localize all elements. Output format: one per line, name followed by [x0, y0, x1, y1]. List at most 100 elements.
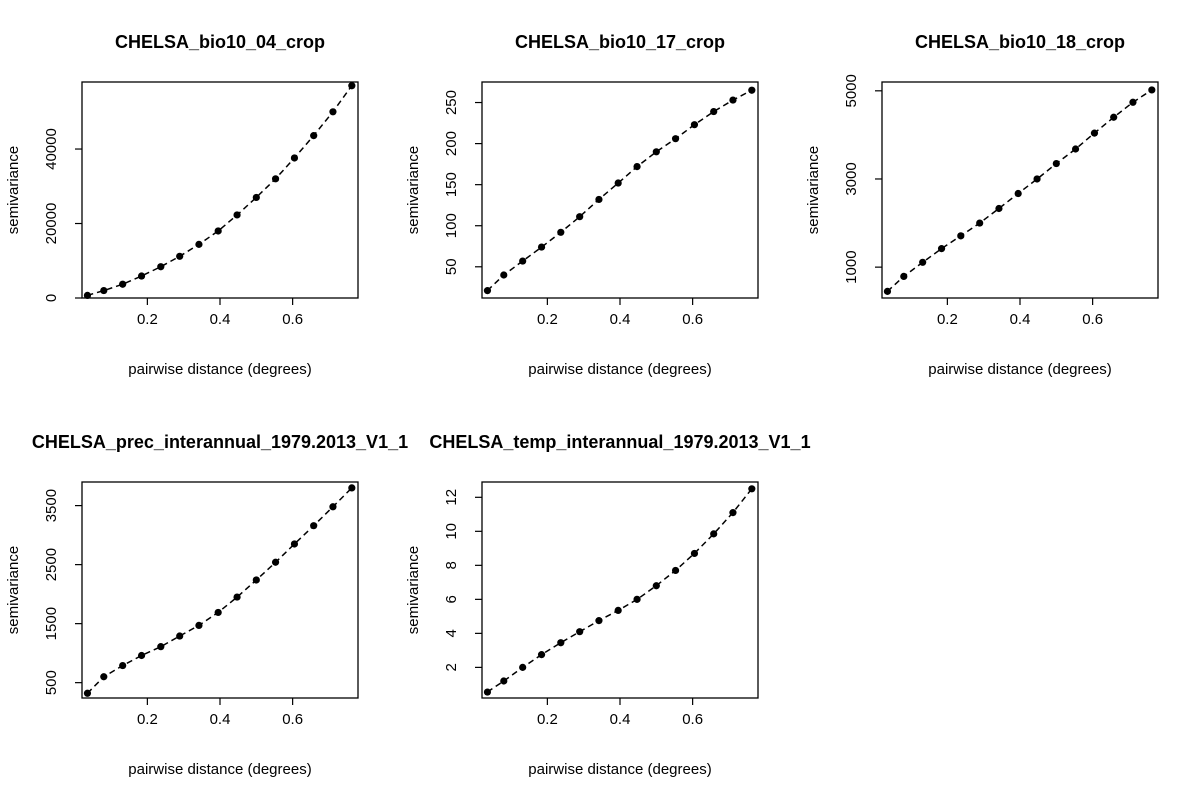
y-tick-label: 3000: [843, 162, 860, 195]
data-point: [671, 566, 680, 575]
data-point: [729, 96, 737, 104]
x-tick-label: 0.2: [137, 311, 158, 328]
data-point: [233, 593, 241, 601]
y-tick-label: 1000: [843, 250, 860, 283]
data-point: [690, 121, 699, 129]
data-point: [519, 257, 527, 265]
data-point: [1033, 175, 1041, 183]
y-tick-label: 1500: [43, 607, 60, 640]
chart-title: CHELSA_bio10_04_crop: [115, 32, 325, 52]
data-point: [671, 135, 680, 143]
data-point: [119, 661, 127, 670]
data-point: [348, 82, 356, 90]
series-line: [87, 85, 353, 297]
data-point: [290, 154, 299, 162]
panel-1: CHELSA_bio10_04_crop 0.2 0.4 0.6 0 20000 40000…: [5, 32, 359, 378]
data-point: [157, 263, 165, 271]
x-axis-label: pairwise distance (degrees): [128, 361, 311, 378]
data-point: [1129, 98, 1137, 106]
data-point: [883, 287, 892, 295]
data-point: [290, 540, 299, 548]
y-axis-label: semivariance: [405, 546, 422, 634]
y-tick-label: 50: [443, 258, 460, 275]
x-axis-label: pairwise distance (degrees): [528, 761, 711, 778]
data-point: [652, 582, 660, 590]
series-line: [86, 487, 353, 694]
y-axis-label: semivariance: [805, 146, 822, 234]
data-point: [519, 663, 527, 671]
data-point: [710, 107, 718, 116]
data-point: [195, 621, 203, 630]
y-axis-label: semivariance: [5, 146, 22, 234]
y-tick-label: 5000: [843, 74, 860, 107]
data-point: [252, 576, 260, 584]
data-point: [271, 558, 280, 566]
x-tick-label: 0.4: [210, 711, 231, 728]
y-tick-label: 40000: [43, 128, 60, 170]
data-point: [176, 252, 184, 260]
data-point: [348, 484, 356, 492]
data-point: [748, 86, 756, 94]
data-point: [710, 530, 718, 538]
y-tick-label: 12: [443, 489, 460, 506]
x-axis-label: pairwise distance (degrees): [928, 361, 1111, 378]
data-point: [1014, 189, 1022, 198]
x-tick-label: 0.6: [1082, 311, 1103, 328]
x-tick-label: 0.6: [282, 311, 303, 328]
data-point: [900, 272, 908, 280]
series-line: [486, 488, 753, 693]
data-point: [614, 606, 622, 615]
panel-2: CHELSA_bio10_17_crop 0.2 0.4 0.6 50 100 150 200…: [405, 32, 759, 378]
data-point: [100, 673, 108, 681]
x-axis-label: pairwise distance (degrees): [128, 761, 311, 778]
data-point: [310, 522, 318, 530]
data-point: [957, 232, 965, 240]
x-axis-label: pairwise distance (degrees): [528, 361, 711, 378]
data-point: [329, 503, 337, 511]
y-tick-label: 150: [443, 172, 460, 197]
data-point: [100, 286, 108, 295]
y-tick-label: 2: [443, 663, 460, 671]
data-point: [137, 651, 146, 660]
data-point: [1052, 159, 1060, 168]
data-point: [595, 195, 603, 204]
data-point: [483, 287, 492, 295]
panel-5: CHELSA_temp_interannual_1979.2013_V1_1 0.…: [405, 432, 811, 778]
data-point: [83, 689, 92, 697]
x-tick-label: 0.4: [610, 311, 631, 328]
data-point: [633, 595, 641, 603]
data-point: [919, 258, 927, 266]
panel-3: CHELSA_bio10_18_crop 0.2 0.4 0.6 1000 3000 500…: [805, 32, 1159, 378]
chart-title: CHELSA_prec_interannual_1979.2013_V1_1: [32, 432, 408, 452]
data-point: [1090, 129, 1099, 137]
y-tick-label: 100: [443, 213, 460, 238]
y-tick-label: 500: [43, 670, 60, 695]
data-point: [690, 549, 699, 558]
data-point: [252, 193, 260, 202]
data-point: [271, 175, 280, 183]
x-tick-label: 0.6: [282, 711, 303, 728]
y-tick-label: 8: [443, 561, 460, 569]
plot-frame: [481, 81, 759, 299]
data-point: [976, 219, 984, 227]
x-tick-label: 0.2: [537, 311, 558, 328]
plot-frame: [81, 81, 359, 299]
y-tick-label: 4: [443, 629, 460, 637]
data-point: [537, 243, 546, 251]
x-tick-label: 0.2: [937, 311, 958, 328]
data-point: [729, 509, 737, 517]
y-tick-label: 250: [443, 90, 460, 115]
panel-4: CHELSA_prec_interannual_1979.2013_V1_1 0.…: [5, 432, 408, 778]
data-point: [633, 162, 641, 171]
data-point: [157, 643, 165, 651]
data-point: [557, 228, 565, 236]
series-line: [486, 89, 753, 292]
data-point: [137, 272, 146, 280]
data-point: [652, 148, 660, 156]
y-axis-label: semivariance: [405, 146, 422, 234]
data-point: [1071, 145, 1080, 153]
data-point: [214, 608, 222, 617]
x-tick-label: 0.4: [1010, 311, 1031, 328]
data-point: [176, 632, 184, 640]
y-tick-label: 10: [443, 523, 460, 540]
